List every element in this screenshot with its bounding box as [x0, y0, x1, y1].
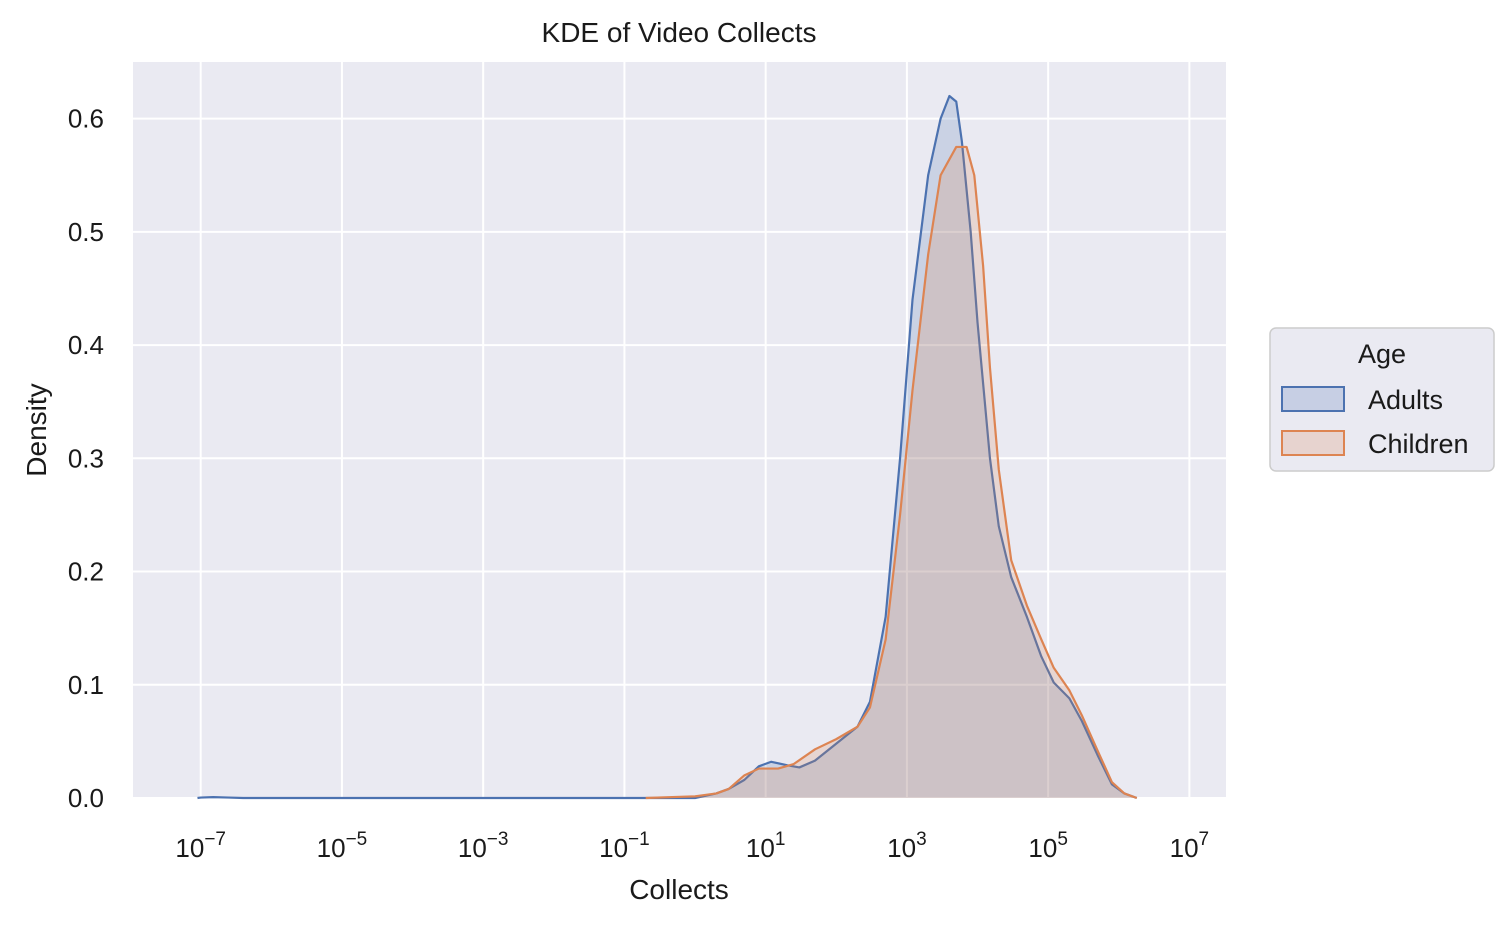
x-tick-label: 105	[1028, 829, 1068, 863]
legend-title: Age	[1358, 339, 1406, 369]
x-tick-label: 107	[1170, 829, 1210, 863]
y-tick-label: 0.0	[68, 783, 104, 813]
x-tick-label: 10−5	[317, 829, 368, 863]
plot-area	[133, 62, 1226, 798]
x-tick-label: 10−7	[175, 829, 226, 863]
y-tick-label: 0.4	[68, 330, 104, 360]
y-tick-label: 0.5	[68, 217, 104, 247]
series-area-children	[645, 146, 1137, 799]
x-tick-label: 101	[746, 829, 786, 863]
x-tick-label: 10−1	[599, 829, 650, 863]
y-tick-label: 0.6	[68, 104, 104, 134]
x-tick-labels: 10−7 10−5 10−3 10−1 101 103 105 107	[175, 829, 1209, 863]
legend: Age Adults Children	[1269, 327, 1495, 472]
y-tick-label: 0.2	[68, 557, 104, 587]
series-line-children	[645, 145, 1138, 800]
legend-label-children: Children	[1368, 429, 1469, 459]
y-axis-label: Density	[21, 383, 52, 476]
series-area-adults	[197, 95, 1137, 799]
legend-swatch-children	[1281, 430, 1345, 456]
x-tick-label: 103	[887, 829, 927, 863]
x-axis-label: Collects	[629, 874, 729, 905]
legend-label-adults: Adults	[1368, 385, 1443, 415]
y-tick-label: 0.1	[68, 670, 104, 700]
y-tick-label: 0.3	[68, 443, 104, 473]
series-layer	[197, 94, 1138, 800]
legend-swatch-adults	[1281, 386, 1345, 412]
y-tick-labels: 0.0 0.1 0.2 0.3 0.4 0.5 0.6	[68, 104, 104, 813]
chart-title: KDE of Video Collects	[542, 17, 817, 48]
x-tick-label: 10−3	[458, 829, 509, 863]
legend-box	[1269, 327, 1495, 472]
